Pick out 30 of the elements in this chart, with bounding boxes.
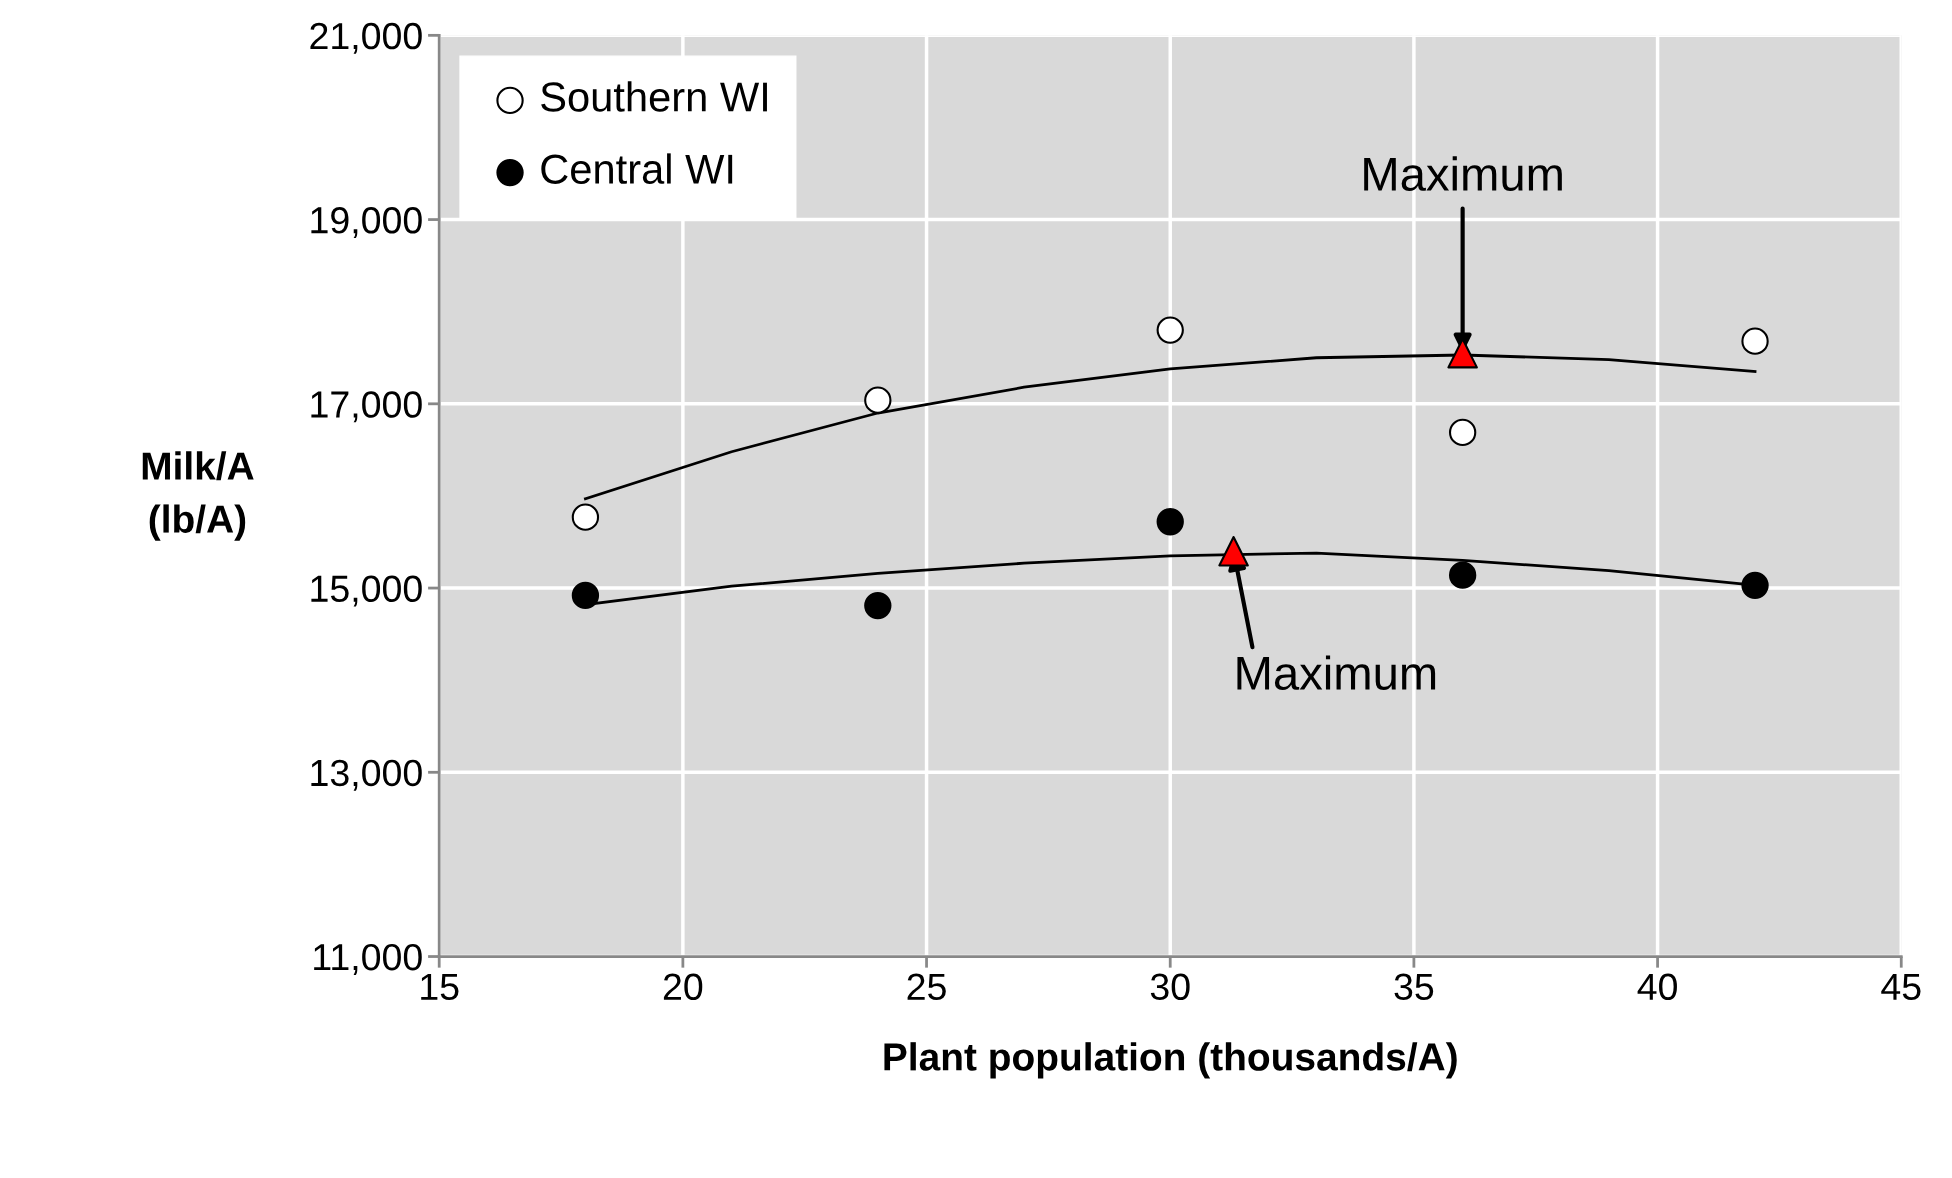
legend-label: Central WI [541,153,733,184]
x-tick-label: 20 [663,973,703,1001]
point [571,503,600,531]
y-tick-label: 19,000 [311,206,422,238]
y-axis-title: Milk/A (lb/A) [142,451,254,541]
point [1448,418,1477,447]
y-tick-label: 21,000 [310,22,422,54]
y-tick-label: 13,000 [311,759,422,791]
point [1218,535,1249,567]
point [1741,571,1769,599]
point [1156,508,1184,536]
point [864,591,892,620]
y-tick-label: 15,000 [311,575,422,607]
point [571,581,600,610]
point [1156,316,1184,344]
annotation: Maximum [1237,655,1436,691]
point [1741,327,1769,355]
point [864,386,892,414]
legend-label: Southern WI [541,81,767,112]
x-tick-label: 25 [907,973,946,1001]
x-tick-label: 40 [1637,973,1677,1001]
x-axis-title: Plant population (thousands/A) [884,1042,1457,1079]
y-tick-label: 17,000 [311,391,422,423]
point [1448,561,1477,589]
annotation: Maximum [1364,156,1562,192]
x-tick-label: 30 [1150,973,1190,1001]
y-tick-label: 11,000 [314,943,422,975]
x-tick-label: 15 [421,973,459,1001]
x-tick-label: 45 [1881,973,1921,1001]
x-tick-label: 35 [1394,973,1434,1001]
